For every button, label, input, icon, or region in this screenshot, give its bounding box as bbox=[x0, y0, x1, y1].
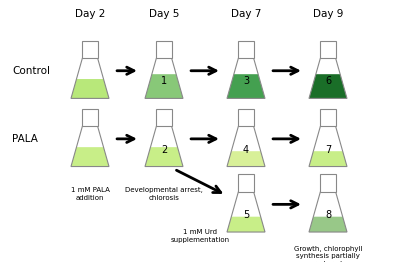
Text: Day 7: Day 7 bbox=[231, 9, 261, 19]
Polygon shape bbox=[227, 151, 265, 167]
Polygon shape bbox=[145, 147, 183, 167]
Text: 4: 4 bbox=[243, 145, 249, 155]
Polygon shape bbox=[145, 74, 183, 99]
Polygon shape bbox=[309, 151, 347, 167]
Text: 1: 1 bbox=[161, 77, 167, 86]
Text: 7: 7 bbox=[325, 145, 331, 155]
Polygon shape bbox=[238, 41, 254, 58]
Text: 5: 5 bbox=[243, 210, 249, 220]
Polygon shape bbox=[227, 74, 265, 99]
Polygon shape bbox=[238, 109, 254, 126]
Text: Developmental arrest,
chlorosis: Developmental arrest, chlorosis bbox=[125, 187, 203, 201]
Polygon shape bbox=[238, 174, 254, 192]
Polygon shape bbox=[156, 41, 172, 58]
Text: Day 2: Day 2 bbox=[75, 9, 105, 19]
Text: Day 5: Day 5 bbox=[149, 9, 179, 19]
Polygon shape bbox=[227, 217, 265, 232]
Polygon shape bbox=[320, 109, 336, 126]
Polygon shape bbox=[309, 74, 347, 99]
Text: PALA: PALA bbox=[12, 134, 38, 144]
Polygon shape bbox=[320, 174, 336, 192]
Text: 1 mM Urd
supplementation: 1 mM Urd supplementation bbox=[170, 229, 230, 243]
Text: 1 mM PALA
addition: 1 mM PALA addition bbox=[70, 187, 110, 201]
Text: 2: 2 bbox=[161, 145, 167, 155]
Polygon shape bbox=[320, 41, 336, 58]
Text: Control: Control bbox=[12, 66, 50, 76]
Text: 6: 6 bbox=[325, 77, 331, 86]
Polygon shape bbox=[309, 217, 347, 232]
Text: 3: 3 bbox=[243, 77, 249, 86]
Polygon shape bbox=[71, 147, 109, 167]
Polygon shape bbox=[82, 41, 98, 58]
Text: 8: 8 bbox=[325, 210, 331, 220]
Polygon shape bbox=[82, 109, 98, 126]
Text: Growth, chlorophyll
synthesis partially
restored: Growth, chlorophyll synthesis partially … bbox=[294, 246, 362, 262]
Text: Day 9: Day 9 bbox=[313, 9, 343, 19]
Polygon shape bbox=[156, 109, 172, 126]
Polygon shape bbox=[71, 79, 109, 99]
